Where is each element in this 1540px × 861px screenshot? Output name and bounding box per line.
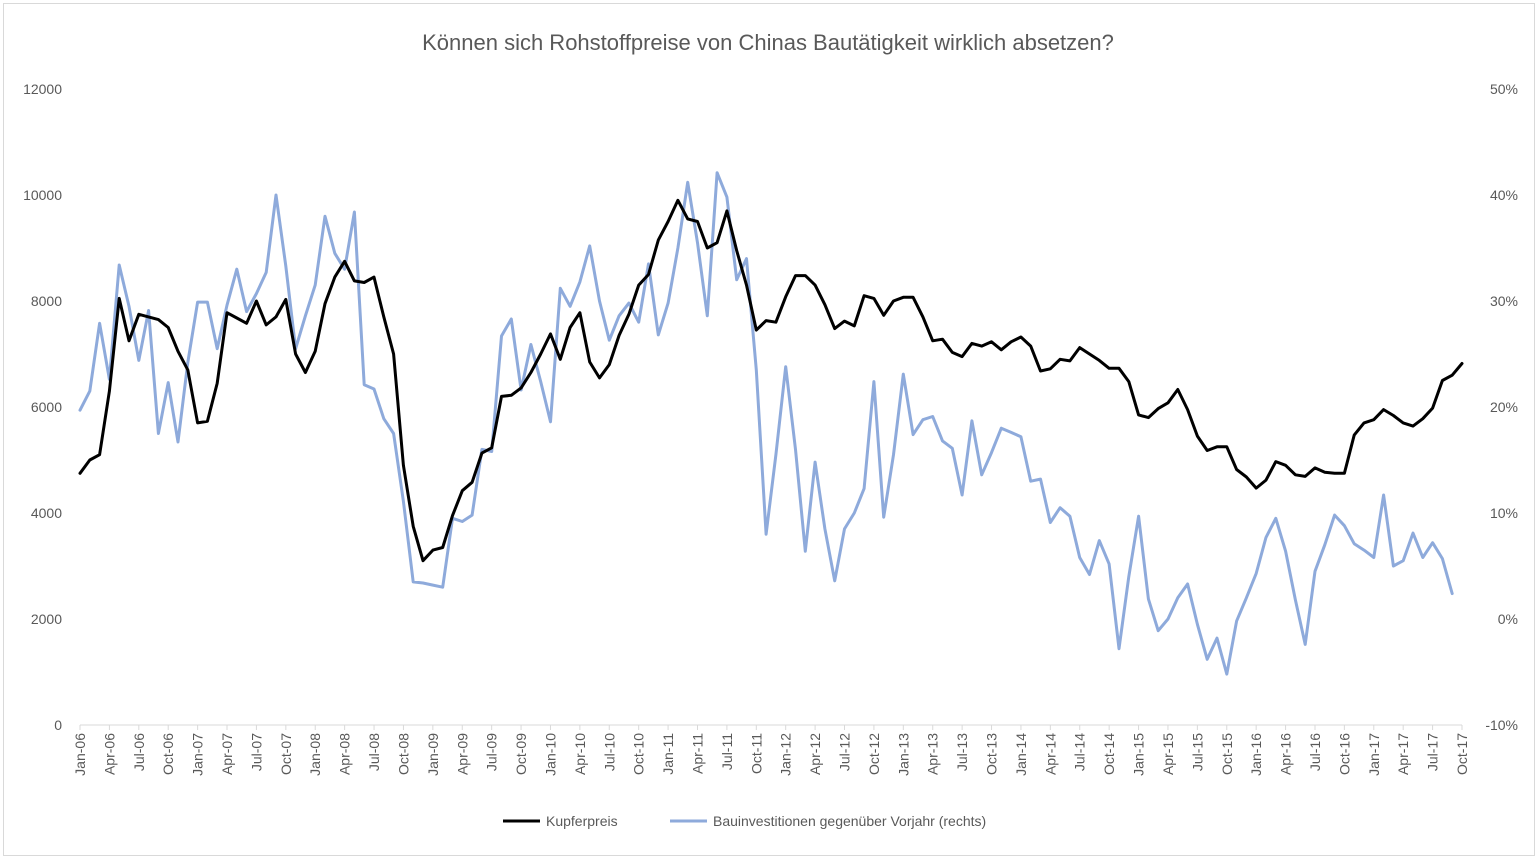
legend-label: Bauinvestitionen gegenüber Vorjahr (rech… <box>713 813 986 829</box>
x-tick-label: Oct-06 <box>160 733 176 775</box>
x-axis: Jan-06 Apr-06 Jul-06 Oct-06 Jan-07 Apr-07 Jul-… <box>72 725 1470 776</box>
series-line-kupferpreis <box>78 198 1464 563</box>
right-tick-label: 20% <box>1490 399 1518 415</box>
right-tick-label: 50% <box>1490 81 1518 97</box>
x-tick-label: Oct-17 <box>1454 733 1470 775</box>
x-tick-label: Jul-16 <box>1307 733 1323 771</box>
left-tick-label: 12000 <box>23 81 62 97</box>
x-tick-label: Oct-09 <box>513 733 529 775</box>
x-tick-label: Jul-13 <box>954 733 970 771</box>
x-tick-label: Jan-09 <box>425 733 441 776</box>
x-tick-label: Jan-08 <box>307 733 323 776</box>
legend-item-bauinvestitionen: Bauinvestitionen gegenüber Vorjahr (rech… <box>670 813 986 829</box>
left-tick-label: 2000 <box>31 611 62 627</box>
x-tick-label: Oct-14 <box>1101 733 1117 775</box>
right-tick-label: -10% <box>1485 717 1518 733</box>
chart-frame <box>3 3 1535 856</box>
series-layer <box>78 171 1464 676</box>
x-tick-label: Oct-13 <box>984 733 1000 775</box>
left-tick-label: 4000 <box>31 505 62 521</box>
x-tick-label: Jan-12 <box>778 733 794 776</box>
x-tick-label: Apr-06 <box>101 733 117 775</box>
x-tick-label: Jan-06 <box>72 733 88 776</box>
x-tick-label: Apr-12 <box>807 733 823 775</box>
legend-item-kupferpreis: Kupferpreis <box>503 813 618 829</box>
x-tick-label: Apr-15 <box>1160 733 1176 775</box>
x-tick-label: Apr-07 <box>219 733 235 775</box>
x-tick-label: Jan-11 <box>660 733 676 775</box>
x-tick-label: Jan-10 <box>542 733 558 776</box>
x-tick-label: Apr-08 <box>337 733 353 775</box>
right-tick-label: 0% <box>1498 611 1518 627</box>
right-y-axis: -10% 0% 10% 20% 30% 40% 50% <box>1485 81 1518 733</box>
left-tick-label: 10000 <box>23 187 62 203</box>
right-tick-label: 40% <box>1490 187 1518 203</box>
x-tick-label: Jan-07 <box>190 733 206 776</box>
x-tick-label: Apr-10 <box>572 733 588 775</box>
series-line-bauinvestitionen <box>78 171 1454 676</box>
x-tick-label: Oct-10 <box>631 733 647 775</box>
x-tick-label: Jul-06 <box>131 733 147 771</box>
left-tick-label: 0 <box>54 717 62 733</box>
x-tick-label: Jul-10 <box>601 733 617 771</box>
x-tick-label: Jan-17 <box>1366 733 1382 776</box>
x-tick-label: Jan-15 <box>1131 733 1147 776</box>
x-tick-label: Jul-11 <box>719 733 735 770</box>
x-tick-label: Jul-15 <box>1189 733 1205 771</box>
x-tick-label: Apr-11 <box>689 733 705 774</box>
x-tick-label: Oct-16 <box>1336 733 1352 775</box>
legend-label: Kupferpreis <box>546 813 618 829</box>
right-tick-label: 10% <box>1490 505 1518 521</box>
x-tick-label: Apr-14 <box>1042 733 1058 775</box>
chart-title: Können sich Rohstoffpreise von Chinas Ba… <box>422 30 1114 55</box>
x-tick-label: Apr-16 <box>1278 733 1294 775</box>
x-tick-label: Apr-13 <box>925 733 941 775</box>
x-tick-label: Jul-14 <box>1072 733 1088 771</box>
x-tick-label: Jul-12 <box>837 733 853 771</box>
x-tick-label: Jul-09 <box>484 733 500 771</box>
x-tick-label: Oct-08 <box>395 733 411 775</box>
x-tick-label: Oct-11 <box>748 733 764 774</box>
x-tick-label: Jul-07 <box>248 733 264 771</box>
x-tick-label: Jul-17 <box>1425 733 1441 771</box>
left-tick-label: 8000 <box>31 293 62 309</box>
x-tick-label: Jan-13 <box>895 733 911 776</box>
left-y-axis: 0 2000 4000 6000 8000 10000 12000 <box>23 81 62 733</box>
x-tick-label: Jan-14 <box>1013 733 1029 776</box>
x-tick-label: Oct-07 <box>278 733 294 775</box>
x-tick-label: Oct-12 <box>866 733 882 775</box>
x-tick-label: Jul-08 <box>366 733 382 771</box>
left-tick-label: 6000 <box>31 399 62 415</box>
x-tick-label: Jan-16 <box>1248 733 1264 776</box>
right-tick-label: 30% <box>1490 293 1518 309</box>
x-tick-label: Oct-15 <box>1219 733 1235 775</box>
legend: Kupferpreis Bauinvestitionen gegenüber Vo… <box>503 813 986 829</box>
x-tick-label: Apr-17 <box>1395 733 1411 775</box>
x-tick-label: Apr-09 <box>454 733 470 775</box>
